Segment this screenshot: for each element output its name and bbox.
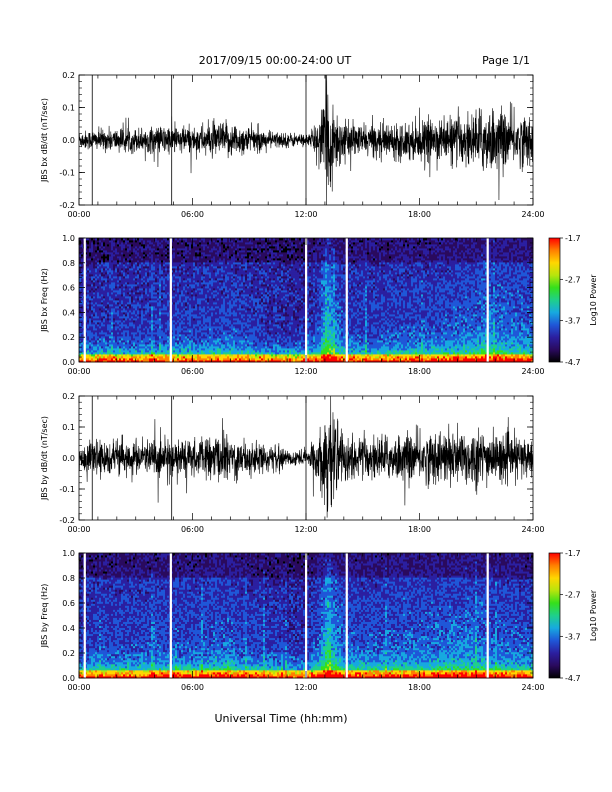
bx-waveform-ytick-0: -0.2 <box>59 201 75 210</box>
bx-spectrogram-ytick-0: 0.0 <box>62 358 75 367</box>
bx-waveform-xtick-4: 24:00 <box>521 210 544 219</box>
by-spectrogram-xtick-4: 24:00 <box>521 683 544 692</box>
by-waveform-xtick-1: 06:00 <box>181 525 204 534</box>
bx-spectrogram-xtick-3: 18:00 <box>408 367 431 376</box>
by-spectrogram-gap-4 <box>487 553 489 678</box>
bx-spectrogram-cbtick-3: -4.7 <box>565 358 581 367</box>
by-spectrogram-gap-3 <box>346 553 348 678</box>
bx-spectrogram-ytick-1: 0.2 <box>62 333 75 342</box>
bx-spectrogram-cbtick-1: -2.7 <box>565 275 581 284</box>
bx-waveform-ytick-3: 0.1 <box>62 104 75 113</box>
by-waveform-panel: -0.2 -0.1 0.0 0.1 0.2 00:00 06:00 12:00 18:00 24:… <box>40 392 545 534</box>
by-waveform-xtick-2: 12:00 <box>294 525 317 534</box>
by-spectrogram-cbtick-2: -3.7 <box>565 632 581 641</box>
by-spectrogram-ytick-5: 1.0 <box>62 549 75 558</box>
date-title: 2017/09/15 00:00-24:00 UT <box>199 54 352 67</box>
bx-waveform-ytick-1: -0.1 <box>59 169 75 178</box>
bx-spectrogram-cbtick-2: -3.7 <box>565 317 581 326</box>
bx-spectrogram-cbtick-0: -1.7 <box>565 234 581 243</box>
bx-spectrogram-panel: -1.7 -2.7 -3.7 -4.7 Log10 Power 0.0 0.2 0.4 0.6 0… <box>40 234 598 376</box>
bx-spectrogram-ytick-4: 0.8 <box>62 259 75 268</box>
by-waveform-ytick-2: 0.0 <box>62 454 75 463</box>
by-spectrogram-xtick-0: 00:00 <box>67 683 90 692</box>
bx-spectrogram-gap-0 <box>84 238 86 362</box>
bx-spectrogram-gap-1 <box>170 238 172 362</box>
bx-spectrogram-ytick-3: 0.6 <box>62 284 75 293</box>
by-spectrogram-gap-0 <box>84 553 86 678</box>
by-spectrogram-cbtick-0: -1.7 <box>565 549 581 558</box>
bx-waveform-ytick-2: 0.0 <box>62 136 75 145</box>
by-spectrogram-ytick-2: 0.4 <box>62 624 75 633</box>
bx-spectrogram-gap-4 <box>487 238 489 362</box>
by-spectrogram-gap-1 <box>170 553 172 678</box>
by-spectrogram-ylabel: JBS by Freq (Hz) <box>40 584 49 649</box>
bx-spectrogram-ytick-5: 1.0 <box>62 234 75 243</box>
bx-waveform-xtick-2: 12:00 <box>294 210 317 219</box>
bx-waveform-ylabel: JBS bx dB/dt (nT/sec) <box>40 98 49 183</box>
by-waveform-ytick-4: 0.2 <box>62 392 75 401</box>
by-spectrogram-ytick-4: 0.8 <box>62 574 75 583</box>
bx-spectrogram-colorbar-label: Log10 Power <box>589 274 598 326</box>
by-spectrogram-ytick-0: 0.0 <box>62 674 75 683</box>
bx-spectrogram-xtick-4: 24:00 <box>521 367 544 376</box>
x-axis-label: Universal Time (hh:mm) <box>215 712 348 725</box>
by-spectrogram-xtick-3: 18:00 <box>408 683 431 692</box>
bx-spectrogram-gap-3 <box>346 238 348 362</box>
bx-spectrogram-ylabel: JBS bx Freq (Hz) <box>40 268 49 333</box>
by-spectrogram-ytick-1: 0.2 <box>62 649 75 658</box>
bx-spectrogram-gap-2 <box>305 238 307 362</box>
bx-waveform-panel: -0.2 -0.1 0.0 0.1 0.2 00:00 06:00 12:00 18:00 24:… <box>40 71 545 219</box>
bx-spectrogram-colorbar: -1.7 -2.7 -3.7 -4.7 Log10 Power <box>549 234 598 367</box>
by-spectrogram-cbtick-1: -2.7 <box>565 591 581 600</box>
bx-spectrogram-xtick-2: 12:00 <box>294 367 317 376</box>
by-waveform-xtick-4: 24:00 <box>521 525 544 534</box>
by-waveform-ytick-3: 0.1 <box>62 423 75 432</box>
by-spectrogram-ytick-3: 0.6 <box>62 599 75 608</box>
by-spectrogram-panel: -1.7 -2.7 -3.7 -4.7 Log10 Power 0.0 0.2 0.4 0.6 0… <box>40 549 598 692</box>
by-spectrogram-gap-2 <box>305 553 307 678</box>
by-waveform-ylabel: JBS by dB/dt (nT/sec) <box>40 416 49 501</box>
by-waveform-xtick-0: 00:00 <box>67 525 90 534</box>
by-spectrogram-colorbar: -1.7 -2.7 -3.7 -4.7 Log10 Power <box>549 549 598 683</box>
by-spectrogram-cbtick-3: -4.7 <box>565 674 581 683</box>
by-waveform-xtick-3: 18:00 <box>408 525 431 534</box>
bx-spectrogram-xtick-0: 00:00 <box>67 367 90 376</box>
bx-waveform-xtick-0: 00:00 <box>67 210 90 219</box>
by-spectrogram-xtick-1: 06:00 <box>181 683 204 692</box>
by-spectrogram-colorbar-label: Log10 Power <box>589 589 598 641</box>
bx-spectrogram-ytick-2: 0.4 <box>62 308 75 317</box>
by-waveform-ytick-1: -0.1 <box>59 485 75 494</box>
bx-waveform-ytick-4: 0.2 <box>62 71 75 80</box>
bx-waveform-xtick-3: 18:00 <box>408 210 431 219</box>
bx-waveform-xtick-1: 06:00 <box>181 210 204 219</box>
bx-spectrogram-xtick-1: 06:00 <box>181 367 204 376</box>
by-waveform-ytick-0: -0.2 <box>59 516 75 525</box>
page-label: Page 1/1 <box>482 54 530 67</box>
by-spectrogram-xtick-2: 12:00 <box>294 683 317 692</box>
